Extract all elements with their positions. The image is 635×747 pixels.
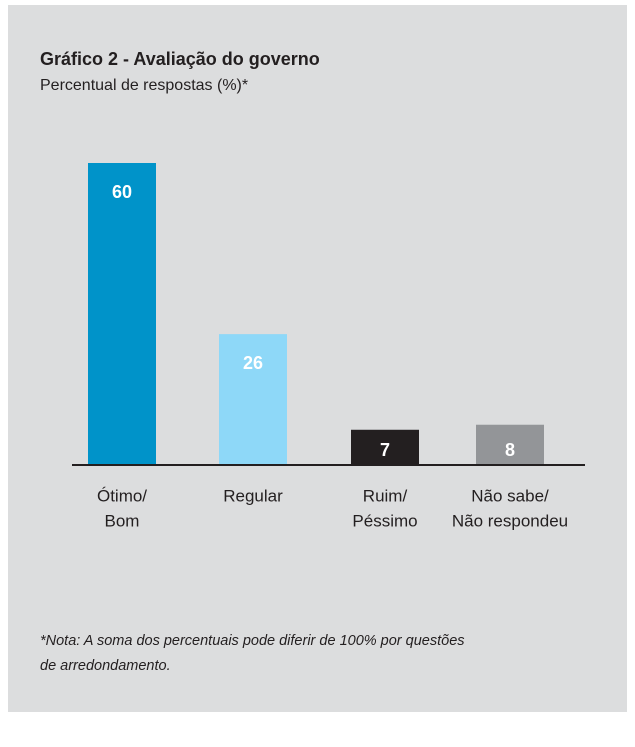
value-label: 8 [505,440,515,460]
x-tick-label: Péssimo [352,511,417,530]
value-label: 60 [112,182,132,202]
x-tick-label: Regular [223,486,283,505]
chart-subtitle: Percentual de respostas (%)* [40,77,248,94]
x-tick-label: Ótimo/ [97,486,147,505]
x-tick-label: Não respondeu [452,511,568,530]
x-tick-label: Ruim/ [363,486,408,505]
bar [219,334,287,465]
footnote: *Nota: A soma dos percentuais pode difer… [40,633,465,649]
bar [476,424,544,465]
x-tick-label: Não sabe/ [471,486,549,505]
bar [351,429,419,465]
value-label: 26 [243,353,263,373]
value-label: 7 [380,440,390,460]
chart-title: Gráfico 2 - Avaliação do governo [40,49,320,69]
footnote: de arredondamento. [40,658,171,674]
bar [88,163,156,465]
x-tick-label: Bom [105,511,140,530]
